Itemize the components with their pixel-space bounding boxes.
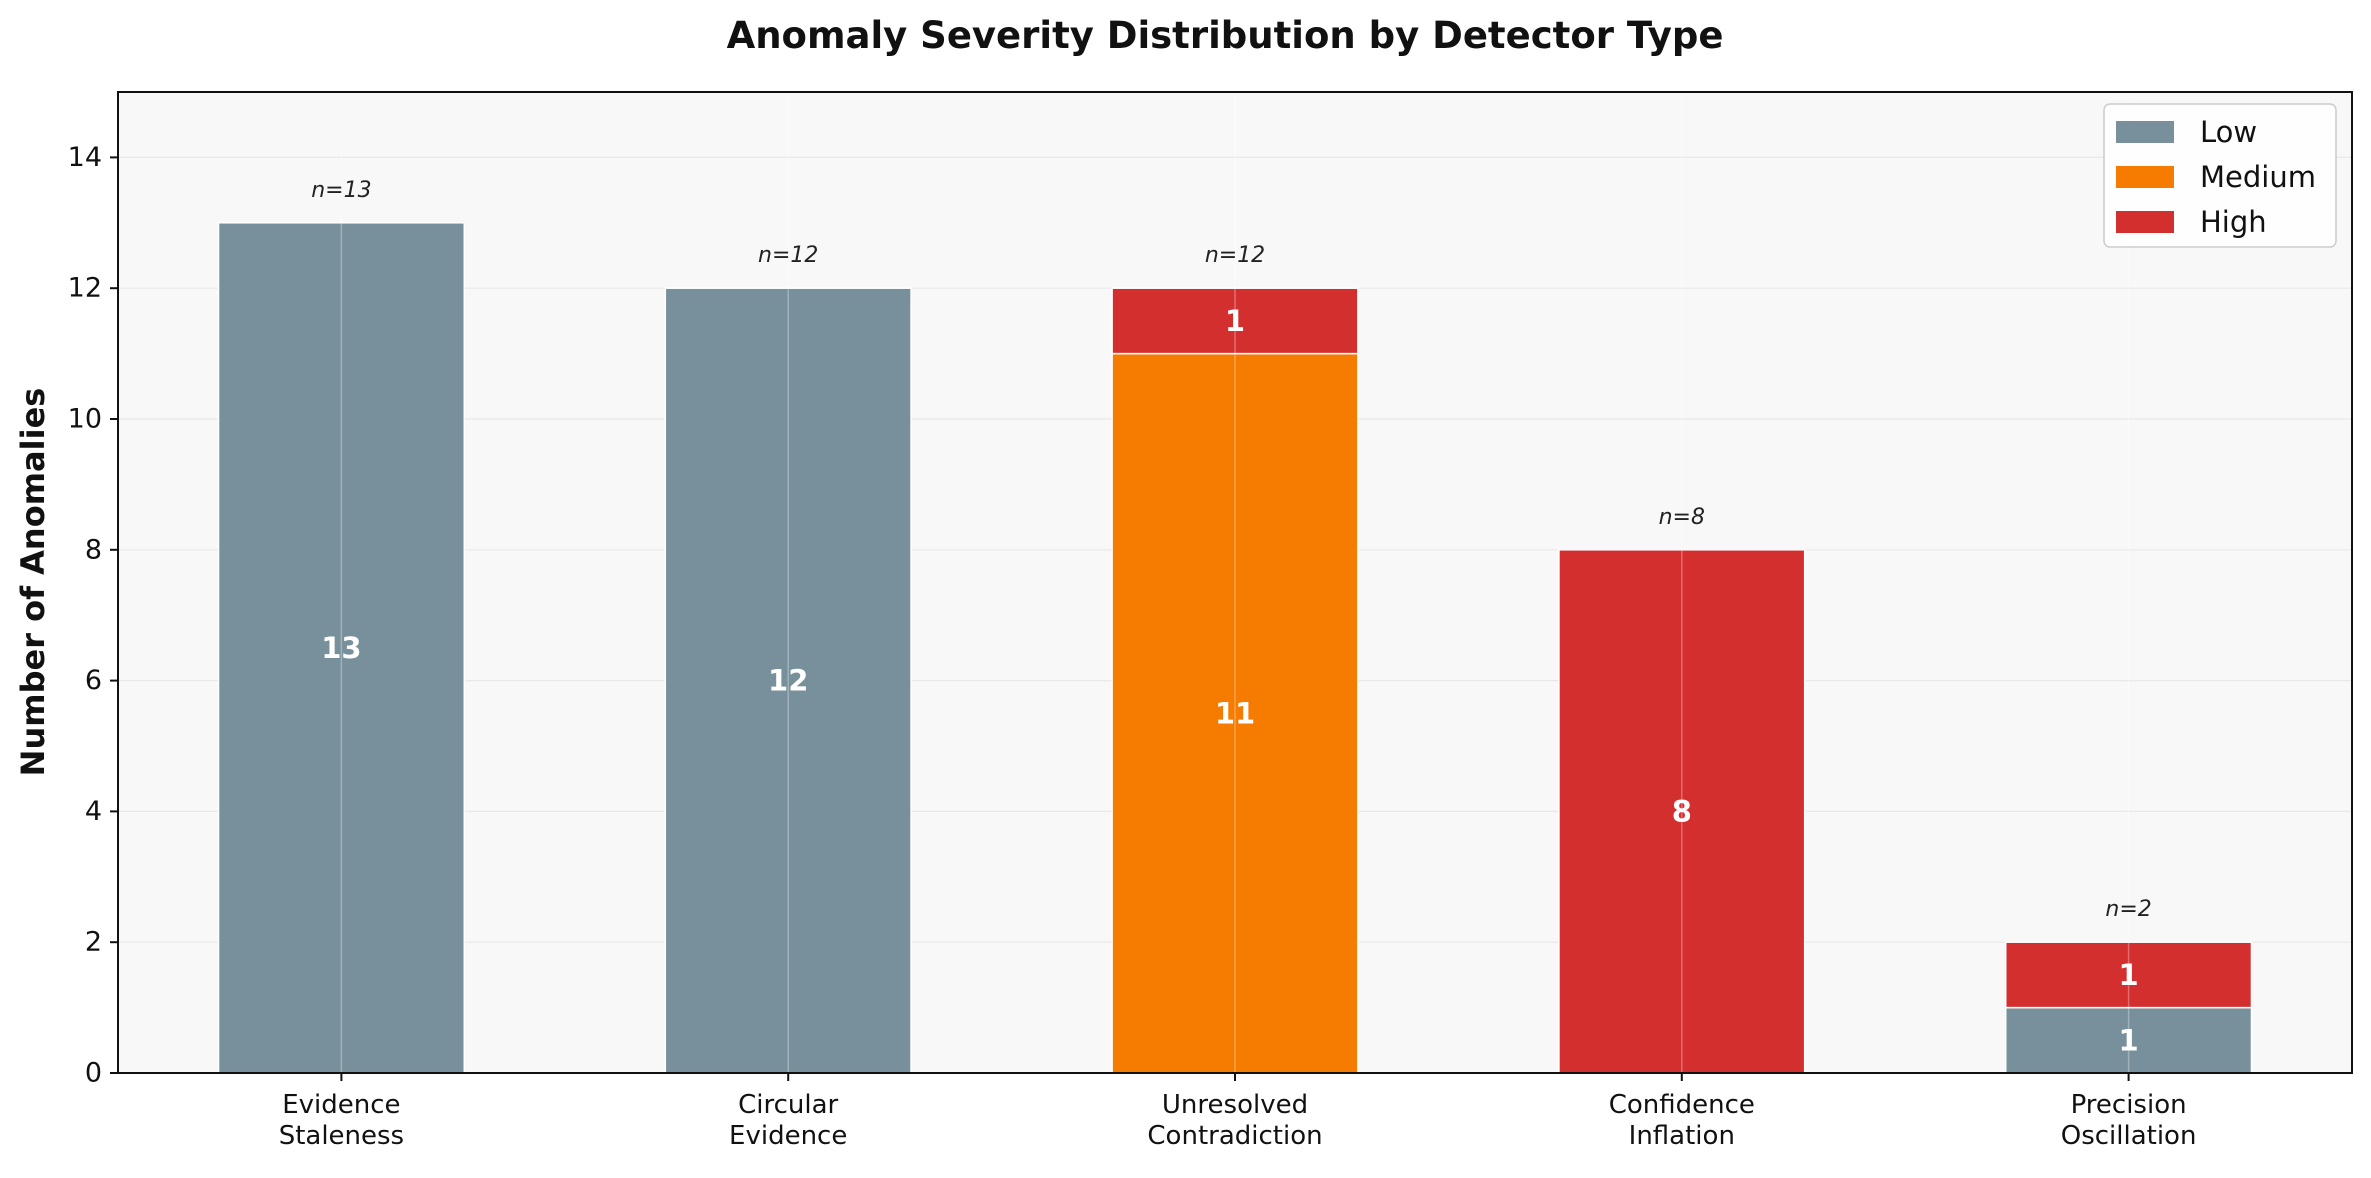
bar-total-label: n=8 [1659,505,1705,530]
legend-label-high: High [2200,205,2267,239]
x-tick-label: Circular [738,1090,838,1120]
bar-value-label: 1 [1225,304,1245,338]
bar-segment-high [2004,941,2253,1009]
legend-swatch-medium [2116,166,2174,188]
bar-segment-high [1111,287,1359,355]
bar-segment-medium [1111,352,1359,1074]
x-tick-label: Unresolved [1162,1090,1308,1120]
bar-value-label: 11 [1215,696,1255,730]
x-tick-label: Contradiction [1147,1121,1322,1151]
bar-segment-low [217,222,466,1074]
bar-value-label: 8 [1672,794,1692,828]
legend-swatch-high [2116,211,2174,233]
y-tick-label: 6 [85,665,102,696]
bar-total-label: n=12 [1205,243,1265,268]
x-tick-label: Inflation [1629,1121,1735,1151]
y-tick-label: 10 [68,404,102,435]
x-tick-label: Oscillation [2061,1121,2197,1151]
bar-value-label: 1 [2119,1023,2139,1057]
bar-value-label: 12 [768,664,808,698]
y-tick-label: 12 [68,273,102,304]
bar-segment-low [2004,1006,2253,1074]
bar-value-label: 13 [321,631,361,665]
x-tick-label: Evidence [282,1090,400,1120]
x-tick-label: Precision [2071,1090,2187,1120]
x-tick-label: Confidence [1609,1090,1755,1120]
bar-total-label: n=12 [758,243,818,268]
bar-segment-low [664,287,912,1074]
bar-total-label: n=13 [311,178,371,203]
y-tick-label: 2 [85,927,102,958]
legend-swatch-low [2116,121,2174,143]
y-axis-label: Number of Anomalies [14,388,52,777]
chart-title: Anomaly Severity Distribution by Detecto… [727,14,1724,57]
y-tick-label: 0 [85,1058,102,1089]
y-tick-label: 4 [85,796,102,827]
x-tick-label: Evidence [729,1121,847,1151]
legend-label-low: Low [2200,115,2257,149]
y-tick-label: 8 [85,534,102,565]
bar-total-label: n=2 [2105,897,2151,922]
legend: Low Medium High [2103,103,2337,248]
x-tick-label: Staleness [279,1121,404,1151]
legend-label-medium: Medium [2200,160,2316,194]
y-tick-label: 14 [68,142,102,173]
bar-segment-high [1558,549,1806,1074]
bar-value-label: 1 [2119,958,2139,992]
